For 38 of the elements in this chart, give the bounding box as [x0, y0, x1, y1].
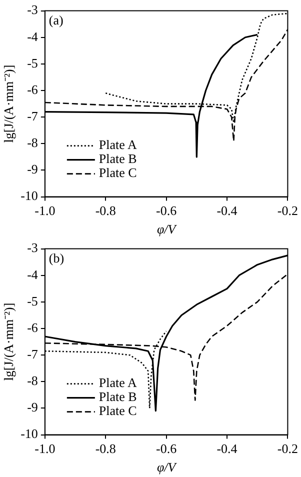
- legend-label: Plate A: [98, 375, 138, 390]
- y-tick-label: -9: [27, 400, 38, 415]
- y-tick-label: -4: [27, 266, 38, 282]
- x-tick-label: -0.8: [95, 441, 116, 456]
- annotation: (b): [48, 250, 64, 266]
- y-tick-label: -7: [27, 108, 38, 124]
- legend-label: Plate A: [98, 137, 138, 152]
- x-axis-title: φ/V: [156, 222, 178, 237]
- legend-label: Plate C: [98, 165, 137, 180]
- y-tick-label: -8: [27, 135, 38, 150]
- x-tick-label: -1.0: [34, 441, 56, 456]
- y-tick-label: -10: [20, 188, 38, 204]
- y-axis-title: lg[J/(A·mm⁻²)]: [1, 64, 16, 143]
- x-tick-label: -0.6: [156, 203, 178, 218]
- x-tick-label: -0.8: [95, 203, 116, 218]
- y-tick-label: -7: [27, 346, 38, 362]
- x-axis-title: φ/V: [156, 460, 178, 475]
- y-tick-label: -10: [20, 426, 38, 442]
- y-tick-label: -4: [27, 28, 38, 44]
- y-tick-label: -5: [27, 55, 38, 70]
- x-tick-label: -0.6: [156, 441, 178, 456]
- x-tick-label: -0.2: [277, 203, 298, 218]
- y-tick-label: -8: [27, 373, 38, 388]
- annotation: (a): [48, 12, 64, 28]
- y-tick-label: -6: [27, 320, 38, 335]
- y-tick-label: -3: [27, 240, 38, 256]
- legend-label: Plate B: [98, 151, 138, 166]
- y-tick-label: -6: [27, 82, 38, 97]
- y-tick-label: -3: [27, 2, 38, 18]
- x-tick-label: -0.4: [216, 441, 238, 456]
- x-tick-label: -1.0: [34, 203, 56, 218]
- x-tick-label: -0.4: [216, 203, 238, 218]
- legend-label: Plate C: [98, 403, 137, 418]
- x-tick-label: -0.2: [277, 441, 298, 456]
- legend-label: Plate B: [98, 389, 138, 404]
- y-axis-title: lg[J/(A·mm⁻²)]: [1, 302, 16, 381]
- y-tick-label: -5: [27, 293, 38, 308]
- y-tick-label: -9: [27, 162, 38, 177]
